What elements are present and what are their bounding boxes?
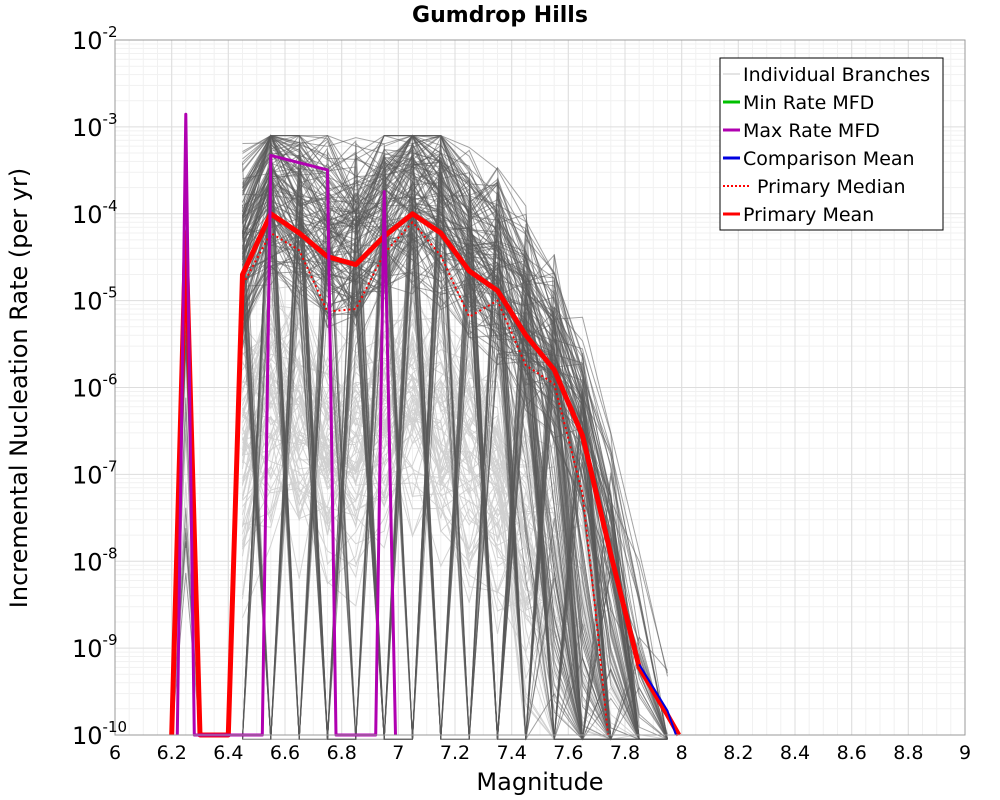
branch-line (242, 180, 668, 740)
legend-label: Individual Branches (743, 64, 930, 86)
branch-line (242, 155, 668, 740)
legend-label: Comparison Mean (743, 148, 915, 170)
x-tick-label: 6.6 (270, 742, 300, 764)
y-tick-labels: 10-10 10-9 10-8 10-7 10-6 10-5 10-4 10-3 10-2 (72, 23, 127, 750)
series-primary-median (170, 221, 609, 736)
series-comparison-mean (638, 663, 677, 736)
y-tick-label: 10-8 (72, 544, 118, 576)
y-tick-label: 10-4 (72, 197, 118, 229)
y-tick-label: 10-5 (72, 284, 118, 316)
x-tick-label: 8.2 (723, 742, 753, 764)
branch-line (242, 134, 668, 740)
x-tick-label: 9 (959, 742, 971, 764)
legend-label: Min Rate MFD (743, 92, 874, 114)
branch-line (171, 572, 201, 736)
branch-line (242, 237, 668, 740)
branch-line (242, 188, 668, 740)
y-tick-label: 10-10 (72, 718, 127, 750)
branch-line (242, 265, 668, 740)
series-lines (169, 112, 681, 738)
x-tick-labels: 6 6.2 6.4 6.6 6.8 7 7.2 7.4 7.6 7.8 8 8.2 8.4 8.6 8.8 9 (109, 742, 971, 764)
x-tick-label: 8.6 (837, 742, 867, 764)
plot-frame (114, 39, 966, 736)
branch-line (242, 191, 668, 740)
x-tick-label: 7.4 (497, 742, 527, 764)
y-tick-label: 10-9 (72, 631, 118, 663)
legend-box (719, 57, 944, 231)
x-tick-label: 8.4 (780, 742, 810, 764)
x-tick-label: 7.2 (440, 742, 470, 764)
branch-line (242, 182, 668, 740)
branch-line (242, 151, 668, 740)
x-tick-label: 7.6 (553, 742, 583, 764)
legend-label: Primary Mean (743, 204, 874, 226)
x-tick-label: 6.2 (157, 742, 187, 764)
branch-line (242, 138, 668, 740)
y-tick-label: 10-6 (72, 371, 118, 403)
x-tick-label: 6.4 (213, 742, 243, 764)
x-tick-label: 6.8 (327, 742, 357, 764)
branch-line (242, 234, 668, 740)
y-tick-label: 10-7 (72, 457, 118, 489)
chart-title: Gumdrop Hills (412, 3, 588, 28)
branch-line (242, 170, 668, 740)
branch-line (242, 201, 668, 740)
x-tick-label: 7 (392, 742, 404, 764)
x-tick-label: 8.8 (893, 742, 923, 764)
branch-line (242, 134, 668, 740)
y-tick-label: 10-2 (72, 23, 118, 55)
branch-line (242, 145, 668, 740)
legend-label: Max Rate MFD (743, 120, 880, 142)
y-axis-label: Incremental Nucleation Rate (per yr) (5, 168, 33, 608)
x-tick-label: 7.8 (610, 742, 640, 764)
x-axis-label: Magnitude (476, 768, 603, 796)
x-tick-label: 6 (109, 742, 121, 764)
series-max-rate-mfd (175, 112, 397, 737)
branch-line (242, 149, 668, 740)
branch-line (242, 140, 668, 740)
legend: Individual Branches Min Rate MFD Max Rate … (719, 57, 944, 231)
branch-line (242, 134, 668, 740)
branch-line (171, 547, 201, 736)
series-primary-mean (169, 211, 681, 738)
legend-label: Primary Median (757, 176, 906, 198)
y-tick-label: 10-3 (72, 110, 118, 142)
branch-line (242, 181, 668, 740)
x-tick-label: 8 (676, 742, 688, 764)
branch-line (242, 134, 668, 740)
